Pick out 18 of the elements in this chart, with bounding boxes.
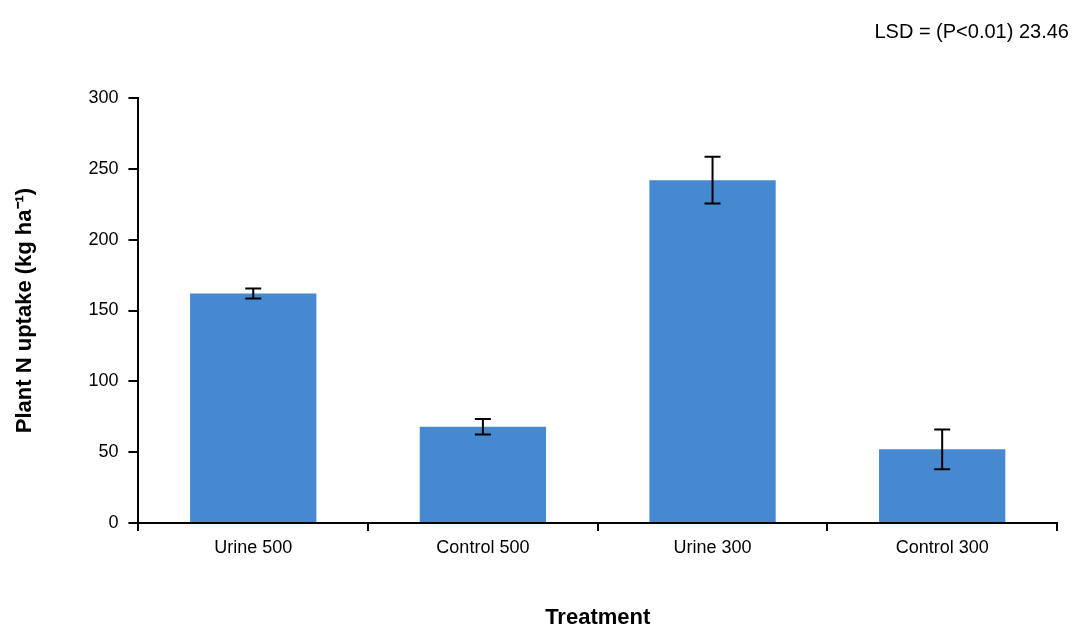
x-tick-label: Urine 300 xyxy=(673,536,752,557)
y-tick-label: 300 xyxy=(88,86,119,107)
x-tick-label: Control 300 xyxy=(895,536,989,557)
bar xyxy=(879,449,1006,522)
y-axis-title: Plant N uptake (kg ha⁻¹) xyxy=(11,187,37,434)
text: LSD = (P<0.01) 23.46 xyxy=(874,19,1069,42)
bar xyxy=(649,180,776,522)
y-tick-label: 200 xyxy=(88,228,119,249)
x-axis-title: Treatment xyxy=(545,603,651,629)
bar xyxy=(190,293,317,522)
bar xyxy=(419,426,547,522)
x-tick-label: Urine 500 xyxy=(214,536,293,557)
y-tick-label: 150 xyxy=(88,299,119,320)
x-tick-label: Control 500 xyxy=(436,536,530,557)
y-tick-label: 100 xyxy=(88,370,119,391)
y-tick-label: 250 xyxy=(88,157,119,178)
y-tick-label: 0 xyxy=(108,511,119,532)
y-tick-label: 50 xyxy=(98,441,119,462)
